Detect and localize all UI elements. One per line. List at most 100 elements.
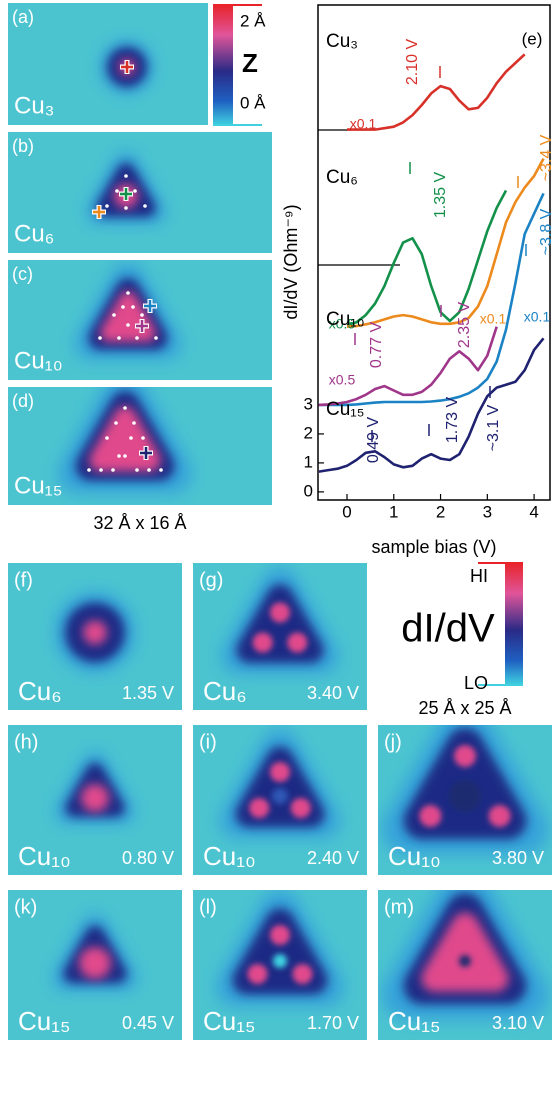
y-tick-label: 3: [304, 394, 313, 413]
atom-dot: [123, 454, 127, 458]
cluster-label: Cu₁₅: [388, 1006, 440, 1036]
curve-label: Cu₃: [326, 31, 358, 52]
y-tick-label: 1: [304, 452, 313, 471]
peak-label: 1.35 V: [432, 172, 449, 219]
panel-label: (d): [12, 391, 34, 411]
atom-dot: [135, 468, 139, 472]
peak-label: ~3.8 V: [538, 208, 555, 255]
cluster-label: Cu₁₀: [203, 841, 256, 871]
atom-dot: [147, 468, 151, 472]
bias-label: 3.80 V: [492, 848, 544, 868]
figure: 2 Å Z 0 Å 32 Å x 16 Å HI dI/dV LO 25 Å x…: [0, 0, 558, 1110]
atom-dot: [159, 468, 163, 472]
curve-label: Cu₁₀: [326, 309, 365, 330]
panel-label: (g): [199, 569, 223, 591]
panel-label: (b): [12, 136, 34, 156]
lobe: [249, 798, 269, 818]
cluster-label: Cu₁₀: [14, 347, 63, 374]
x-tick-label: 2: [436, 502, 445, 521]
cluster-label: Cu₆: [14, 220, 54, 247]
cluster-label: Cu₁₀: [18, 841, 71, 871]
lobe: [270, 925, 290, 945]
bias-label: 2.40 V: [307, 848, 359, 868]
scale-factor: x0.1: [350, 116, 377, 132]
atom-dot: [87, 468, 91, 472]
cluster-label: Cu₃: [14, 92, 54, 119]
atom-dot: [99, 468, 103, 472]
peak-label: 2.10 V: [404, 39, 421, 86]
panel-label: (h): [14, 731, 38, 753]
x-tick-label: 3: [483, 502, 492, 521]
panel-label: (i): [199, 731, 217, 753]
lobe: [419, 805, 441, 827]
scale-factor: x0.5: [329, 372, 356, 388]
cluster-label: Cu₁₅: [14, 472, 62, 499]
bias-label: 3.40 V: [307, 683, 359, 703]
atom-dot: [133, 189, 137, 193]
cluster-label: Cu₆: [203, 676, 247, 706]
panel-label: (k): [14, 896, 37, 918]
scale-factor: x0.1: [524, 309, 551, 325]
didv-colorbar: [505, 563, 523, 685]
atom-dot: [131, 305, 135, 309]
y-tick-label: 2: [304, 423, 313, 442]
colorbar-min: LO: [464, 673, 488, 693]
center-spot: [449, 780, 481, 812]
lobe: [270, 603, 290, 623]
lobe: [247, 964, 267, 984]
y-tick-label: 0: [304, 481, 313, 500]
panel-label: (c): [12, 264, 33, 284]
lobe: [270, 762, 290, 782]
atom-dot: [126, 323, 130, 327]
lobe: [253, 633, 273, 653]
cluster-label: Cu₁₀: [388, 841, 441, 871]
atom-dot: [124, 174, 128, 178]
cluster-label: Cu₆: [18, 676, 62, 706]
peak-label: 1.73 V: [444, 397, 461, 444]
peak-label: 0.77 V: [368, 322, 385, 369]
x-tick-label: 1: [389, 502, 398, 521]
blob: [83, 621, 107, 645]
atom-dot: [105, 436, 109, 440]
atom-dot: [135, 336, 139, 340]
scale-label: 25 Å x 25 Å: [418, 698, 511, 718]
panel-label: (l): [199, 896, 217, 918]
atom-dot: [143, 204, 147, 208]
peak-label: 2.35 V: [456, 302, 473, 349]
center-spot: [459, 955, 471, 967]
cluster-label: Cu₁₅: [18, 1006, 70, 1036]
lobe: [489, 805, 511, 827]
scale-label: 32 Å x 16 Å: [93, 513, 186, 533]
blob: [81, 784, 109, 812]
atom-dot: [154, 336, 158, 340]
atom-dot: [140, 313, 144, 317]
center-spot: [272, 788, 288, 804]
lobe: [287, 633, 307, 653]
atom-dot: [112, 313, 116, 317]
blob: [79, 947, 111, 979]
colorbar-title: dI/dV: [401, 607, 495, 651]
colorbar-min: 0 Å: [240, 93, 266, 112]
panel-label: (f): [14, 569, 33, 591]
bias-label: 1.70 V: [307, 1013, 359, 1033]
atom-dot: [117, 336, 121, 340]
atom-dot: [129, 436, 133, 440]
y-axis-label: dI/dV (Ohm⁻⁹): [281, 204, 301, 319]
atom-dot: [141, 436, 145, 440]
peak-label: ~3.1 V: [485, 404, 502, 451]
peak-label: ~3.4 V: [538, 134, 555, 181]
lobe: [293, 964, 313, 984]
lobe: [454, 745, 476, 767]
panel-label: (a): [12, 7, 34, 27]
atom-dot: [121, 305, 125, 309]
lobe: [291, 798, 311, 818]
panel-label: (j): [384, 731, 402, 753]
x-axis-label: sample bias (V): [371, 537, 496, 557]
plot-frame: [318, 5, 550, 500]
page: 2 Å Z 0 Å 32 Å x 16 Å HI dI/dV LO 25 Å x…: [0, 0, 558, 1110]
bias-label: 0.45 V: [122, 1013, 174, 1033]
atom-dot: [114, 421, 118, 425]
x-tick-label: 4: [529, 502, 538, 521]
colorbar-max: 2 Å: [240, 11, 266, 30]
panel-label: (e): [522, 29, 543, 48]
